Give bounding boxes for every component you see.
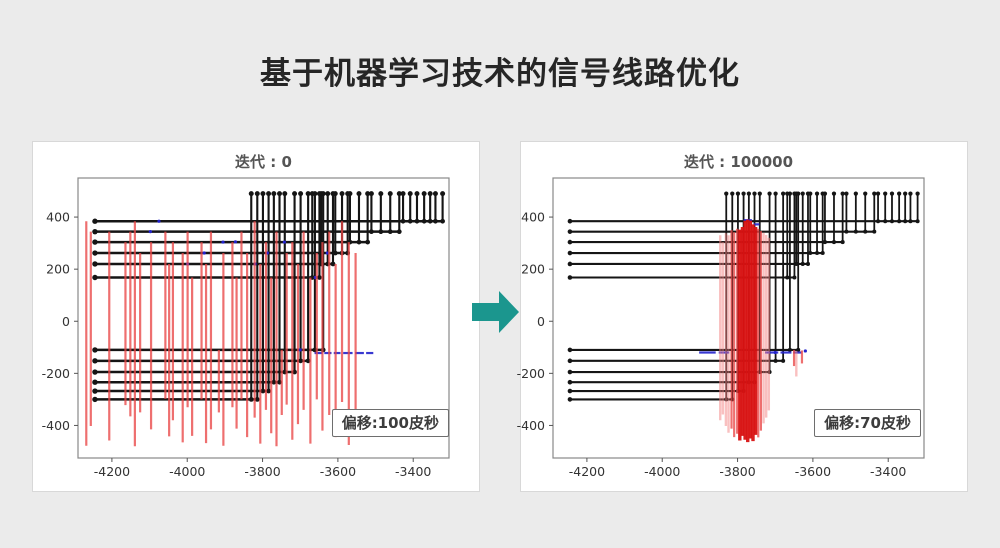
svg-text:-4000: -4000 [169,464,205,479]
svg-text:-3800: -3800 [719,464,755,479]
chart-panel-after: 迭代 : 100000 -4200 -4000 -3800 -3600 -3400 -40… [517,141,968,492]
svg-text:400: 400 [521,210,545,225]
svg-text:-400: -400 [42,418,70,433]
svg-text:200: 200 [46,262,70,277]
svg-text:200: 200 [521,262,545,277]
svg-text:-4200: -4200 [569,464,605,479]
svg-text:-3600: -3600 [795,464,831,479]
wiring-plot-before: -4200 -4000 -3800 -3600 -3400 -400 -200 0 200 400 [42,177,450,479]
svg-text:-4000: -4000 [644,464,680,479]
transform-arrow-icon [472,288,520,336]
page-title: 基于机器学习技术的信号线路优化 [260,56,740,92]
svg-text:-200: -200 [517,366,545,381]
wiring-plot-after: -4200 -4000 -3800 -3600 -3400 -400 -200 0 200 400 [517,177,925,479]
svg-text:0: 0 [537,314,545,329]
svg-text:400: 400 [46,210,70,225]
plot-title-iteration-100000: 迭代 : 100000 [683,153,794,171]
plot-title-iteration-0: 迭代 : 0 [235,153,292,171]
svg-text:-3800: -3800 [244,464,280,479]
svg-text:-200: -200 [42,366,70,381]
svg-text:-3600: -3600 [320,464,356,479]
offset-annotation-before: 偏移:100皮秒 [331,409,449,437]
svg-text:-4200: -4200 [94,464,130,479]
offset-annotation-after: 偏移:70皮秒 [814,409,921,437]
svg-text:-3400: -3400 [395,464,431,479]
svg-text:-3400: -3400 [870,464,906,479]
svg-text:-400: -400 [517,418,545,433]
svg-text:0: 0 [62,314,70,329]
chart-panel-before: 迭代 : 0 -4200 -4000 -3800 -3600 -3400 -400 -200… [32,141,480,492]
